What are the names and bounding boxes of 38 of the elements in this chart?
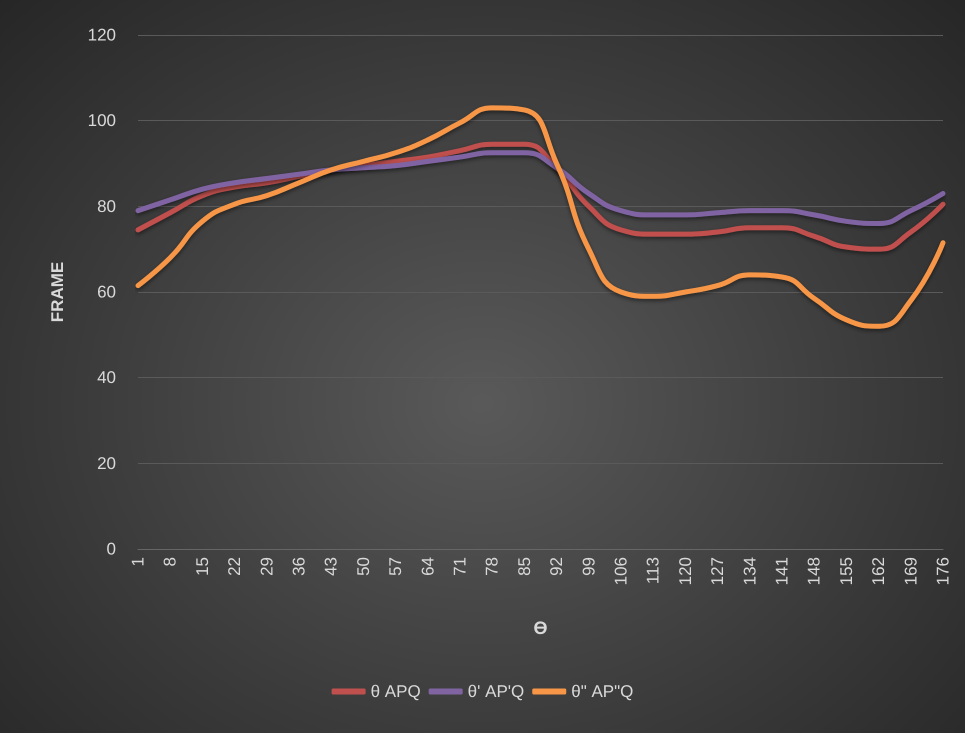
x-tick-label: 71 — [450, 557, 470, 576]
x-tick-label: 92 — [547, 557, 566, 576]
y-tick-label: 20 — [97, 454, 116, 473]
x-tick-label: 36 — [290, 557, 308, 576]
x-tick-label: 134 — [740, 557, 760, 586]
y-tick-label: 40 — [97, 368, 116, 388]
x-tick-label: 162 — [869, 557, 888, 586]
x-tick-label: 148 — [804, 557, 824, 586]
x-tick-label: 141 — [772, 557, 792, 586]
x-tick-label: 29 — [257, 557, 276, 576]
x-tick-label: 1 — [128, 557, 148, 566]
y-tick-label: 0 — [106, 540, 116, 558]
legend-label: θ" AP"Q — [571, 682, 634, 701]
x-tick-label: 120 — [676, 557, 695, 586]
x-tick-label: 22 — [225, 557, 244, 576]
x-tick-label: 64 — [418, 557, 438, 576]
x-tick-label: 113 — [644, 557, 663, 584]
x-tick-label: 50 — [354, 557, 373, 576]
y-axis-title: FRAME — [48, 262, 67, 322]
x-tick-label: 8 — [160, 557, 180, 566]
y-tick-label: 80 — [97, 196, 116, 216]
x-tick-label: 176 — [934, 557, 952, 586]
x-tick-label: 15 — [192, 557, 212, 576]
y-tick-label: 60 — [97, 282, 116, 302]
x-tick-label: 106 — [612, 557, 630, 586]
legend-label: θ' AP'Q — [468, 682, 524, 701]
x-tick-label: 99 — [579, 557, 598, 576]
x-tick-label: 43 — [322, 557, 341, 576]
x-axis-title: ϴ — [533, 618, 548, 638]
x-tick-label: 78 — [482, 557, 502, 576]
x-tick-label: 127 — [708, 557, 728, 586]
x-tick-label: 155 — [836, 557, 856, 586]
y-tick-label: 120 — [88, 26, 116, 44]
x-tick-label: 57 — [386, 557, 406, 576]
legend-label: θ APQ — [370, 682, 421, 701]
y-tick-label: 100 — [88, 111, 116, 130]
x-tick-label: 169 — [901, 557, 920, 586]
x-tick-label: 85 — [514, 557, 534, 576]
